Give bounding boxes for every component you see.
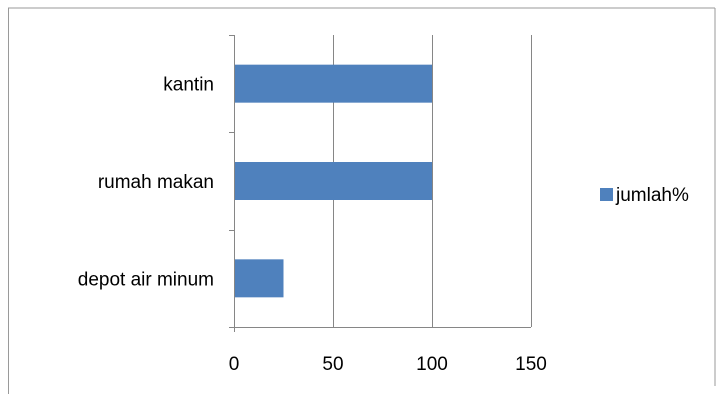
axes [229, 35, 531, 332]
x-tick-label: 150 [515, 354, 547, 375]
bar-depot-air-minum [234, 259, 284, 298]
x-tick-label: 100 [416, 354, 448, 375]
legend-swatch [600, 188, 613, 201]
x-tick-label: 0 [229, 354, 240, 375]
legend-label: jumlah% [615, 185, 689, 206]
bars [234, 64, 432, 298]
category-label: depot air minum [78, 269, 214, 290]
category-label: rumah makan [98, 172, 214, 193]
category-label: kantin [163, 75, 214, 96]
axis-labels: kantin rumah makan depot air minum 0 50 100 15… [78, 75, 547, 375]
x-tick-label: 50 [322, 354, 343, 375]
chart-border [8, 7, 716, 394]
legend: jumlah% [600, 185, 689, 206]
bar-kantin [234, 64, 432, 103]
bar-rumah-makan [234, 162, 432, 200]
